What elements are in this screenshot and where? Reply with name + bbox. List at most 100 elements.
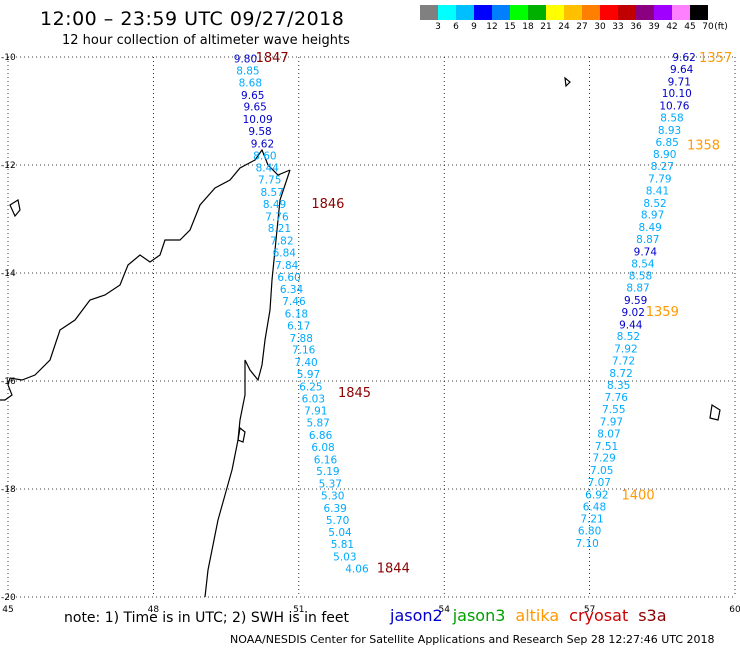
coastline [0,76,721,598]
swh-value-label: 8.52 [643,198,666,210]
mauritius-island [564,76,571,88]
swh-value-label: 8.27 [651,161,674,173]
lat-tick-label: -10 [1,53,16,63]
nosy-be-island [9,199,21,218]
pass-time-label: 1357 [699,51,732,66]
colorbar-swatch [510,5,528,20]
swh-value-label: 10.09 [243,114,273,126]
colorbar-label: 24 [558,22,570,32]
colorbar-swatch [636,5,654,20]
swh-value-label: 6.92 [585,489,608,501]
swh-value-label: 7.29 [592,453,615,465]
lon-tick-label: 51 [293,605,304,615]
swh-value-label: 8.41 [646,185,669,197]
swh-value-label: 7.05 [590,465,613,477]
swh-value-label: 7.79 [648,174,671,186]
colorbar-swatch [618,5,636,20]
colorbar-swatch [438,5,456,20]
footer-note: note: 1) Time is in UTC; 2) SWH is in fe… [64,610,350,626]
pass-1847: 9.808.858.689.659.6510.099.589.628.608.4… [234,51,289,187]
swh-value-label: 8.44 [256,163,280,175]
swh-value-label: 7.10 [575,538,598,550]
swh-value-label: 7.07 [588,477,611,489]
swh-value-label: 5.87 [306,418,329,430]
chart-title: 12:00 – 23:59 UTC 09/27/2018 [40,8,345,30]
swh-value-label: 8.87 [626,283,649,295]
swh-value-label: 5.37 [319,479,342,491]
swh-value-label: 6.84 [273,247,297,259]
swh-value-label: 8.68 [239,77,262,89]
swh-value-label: 8.07 [597,428,620,440]
swh-value-label: 8.85 [236,66,259,78]
swh-value-label: 5.04 [328,527,352,539]
colorbar-swatch [582,5,600,20]
colorbar [420,5,708,20]
pass-time-label: 1359 [646,305,679,320]
swh-value-label: 9.71 [668,76,691,88]
pass-time-label: 1358 [687,138,720,153]
swh-value-label: 6.48 [583,501,606,513]
colorbar-label: 45 [684,22,696,32]
swh-value-label: 8.60 [253,150,276,162]
lon-tick-label: 54 [438,605,450,615]
colorbar-label: 30 [594,22,606,32]
lon-tick-label: 60 [729,605,740,615]
colorbar-label: 36 [630,22,642,32]
lon-tick-label: 48 [148,605,160,615]
colorbar-label: 27 [576,22,588,32]
colorbar-unit: (ft) [714,22,728,32]
swh-value-label: 7.92 [614,344,637,356]
swh-value-label: 8.58 [660,112,683,124]
legend-item-altika: altika [515,606,560,625]
colorbar-label: 42 [666,22,678,32]
chart-subtitle: 12 hour collection of altimeter wave hei… [62,33,350,48]
swh-value-label: 10.10 [662,88,692,100]
colorbar-swatch [474,5,492,20]
legend-item-cryosat: cryosat [569,606,629,625]
colorbar-label: 3 [435,22,441,32]
pass-1359: 9.448.527.927.728.728.357.767.557.978.07… [588,305,679,489]
swh-value-label: 8.49 [638,222,661,234]
lat-tick-label: -16 [1,377,16,387]
satellite-legend: jason2 jason3 altika cryosat s3a [390,606,677,625]
madagascar-coast [0,148,291,401]
legend-item-jason3: jason3 [452,606,506,625]
swh-value-label: 8.49 [263,199,286,211]
colorbar-swatch [492,5,510,20]
swh-value-label: 9.80 [234,54,257,66]
swh-value-label: 7.51 [595,441,618,453]
swh-value-label: 6.86 [309,430,333,442]
colorbar-label: 21 [540,22,552,32]
pass-time-label: 1847 [256,51,289,66]
swh-value-label: 7.97 [600,417,623,429]
lon-tick-label: 57 [584,605,595,615]
swh-value-label: 8.93 [658,125,681,137]
swh-value-label: 7.91 [304,406,327,418]
lat-tick-label: -18 [1,485,16,495]
pass-time-label: 1844 [377,561,410,576]
swh-value-label: 6.34 [280,284,304,296]
colorbar-swatch [600,5,618,20]
swh-value-label: 9.02 [622,307,645,319]
colorbar-label: 9 [471,22,477,32]
swh-value-label: 8.57 [260,187,283,199]
swh-value-label: 7.82 [270,236,293,248]
colorbar-swatch [546,5,564,20]
swh-value-label: 8.72 [609,368,632,380]
swh-value-label: 9.74 [634,246,658,258]
swh-value-label: 6.18 [285,309,308,321]
colorbar-label: 70 [702,22,714,32]
swh-value-label: 6.80 [578,526,601,538]
small-island [237,426,246,443]
swh-value-label: 4.06 [345,563,369,575]
swh-value-label: 8.35 [607,380,630,392]
swh-value-label: 7.55 [602,404,625,416]
colorbar-label: 12 [486,22,498,32]
colorbar-swatch [654,5,672,20]
swh-value-label: 8.58 [629,271,652,283]
swh-value-label: 9.64 [670,64,694,76]
pass-1358: 8.908.277.798.418.528.978.498.879.748.54… [622,138,721,318]
colorbar-label: 6 [453,22,459,32]
swh-value-label: 9.62 [672,52,695,64]
